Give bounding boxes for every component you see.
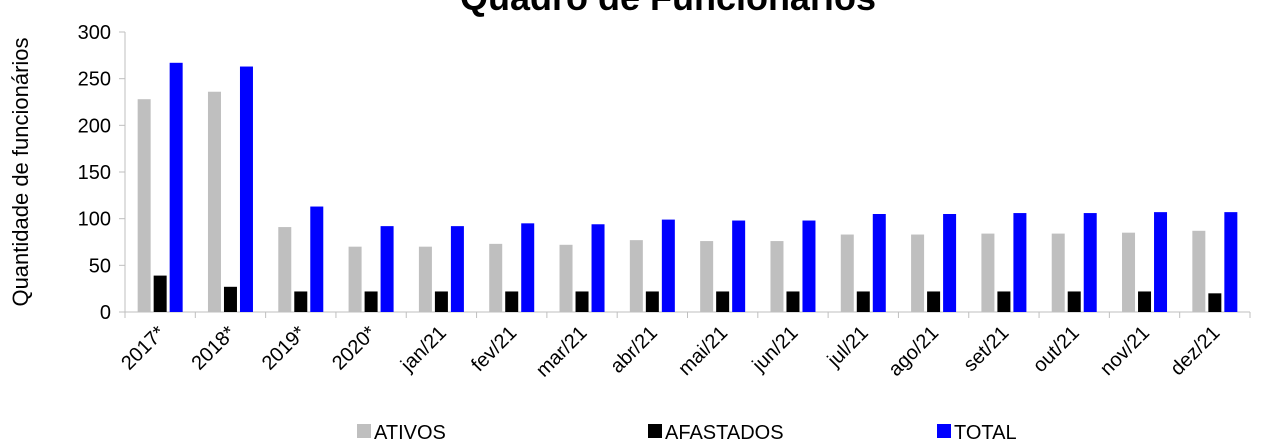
legend-label: TOTAL — [954, 422, 1017, 444]
y-tick-label: 0 — [100, 302, 111, 324]
legend-label: ATIVOS — [374, 422, 446, 444]
y-tick-label: 50 — [89, 255, 111, 277]
bar — [1138, 291, 1152, 312]
bar — [700, 241, 714, 312]
bar — [1067, 291, 1081, 312]
bar — [434, 291, 448, 312]
bar — [770, 241, 784, 312]
bar — [645, 291, 659, 312]
x-tick-label: 2017* — [117, 322, 170, 375]
x-tick-label: ago/21 — [884, 322, 943, 381]
bar — [997, 291, 1011, 312]
x-tick-label: 2019* — [258, 322, 311, 375]
x-tick-label: jun/21 — [748, 322, 803, 377]
y-tick-label: 150 — [78, 162, 111, 184]
bar — [137, 99, 151, 312]
x-tick-label: mai/21 — [674, 322, 732, 380]
bar — [840, 234, 854, 312]
x-tick-label: jan/21 — [396, 322, 451, 377]
y-tick-label: 100 — [78, 209, 111, 231]
bar — [1122, 232, 1136, 312]
bar — [716, 291, 730, 312]
bar — [450, 226, 464, 312]
bar — [169, 62, 183, 312]
bar — [1208, 293, 1222, 312]
legend-label: AFASTADOS — [665, 422, 784, 444]
bar — [856, 291, 870, 312]
bar — [927, 291, 941, 312]
bar — [505, 291, 519, 312]
bar — [239, 66, 253, 313]
bar — [348, 246, 362, 312]
legend-swatch — [357, 424, 371, 438]
bar — [1013, 213, 1027, 312]
bar — [591, 224, 605, 312]
bar — [1192, 230, 1206, 312]
legend-swatch — [648, 424, 662, 438]
bar — [418, 246, 432, 312]
bar — [1051, 233, 1065, 312]
bar — [629, 240, 643, 312]
bar — [489, 243, 503, 312]
bar — [207, 91, 221, 312]
bar — [1083, 213, 1097, 312]
bar — [153, 275, 167, 312]
y-tick-label: 300 — [78, 22, 111, 44]
y-tick-label: 250 — [78, 69, 111, 91]
bar — [223, 286, 237, 312]
chart-title: Quadro de Funcionários — [460, 0, 876, 18]
x-tick-label: 2020* — [328, 322, 381, 375]
bar — [911, 234, 925, 312]
x-tick-label: out/21 — [1029, 322, 1084, 377]
bar — [786, 291, 800, 312]
x-tick-label: dez/21 — [1166, 322, 1224, 380]
x-tick-label: nov/21 — [1096, 322, 1154, 380]
bar — [575, 291, 589, 312]
bar — [981, 233, 995, 312]
bar — [364, 291, 378, 312]
bar — [943, 214, 957, 312]
y-tick-label: 200 — [78, 115, 111, 137]
bar — [732, 220, 746, 312]
bar — [380, 226, 394, 312]
x-tick-label: fev/21 — [467, 322, 521, 376]
bar — [294, 291, 308, 312]
bar — [278, 227, 292, 312]
x-tick-label: 2018* — [187, 322, 240, 375]
x-tick-label: set/21 — [959, 322, 1013, 376]
bar — [1224, 212, 1238, 312]
bar — [310, 206, 324, 312]
bar — [521, 223, 535, 312]
x-tick-label: abr/21 — [606, 322, 662, 378]
y-axis-label: Quantidade de funcionários — [8, 37, 33, 306]
x-tick-label: jul/21 — [823, 322, 873, 372]
bar — [559, 244, 573, 312]
x-tick-label: mar/21 — [532, 322, 592, 382]
bar — [872, 214, 886, 312]
bar — [661, 219, 675, 312]
legend-swatch — [937, 424, 951, 438]
bar — [802, 220, 816, 312]
bar — [1154, 212, 1168, 312]
